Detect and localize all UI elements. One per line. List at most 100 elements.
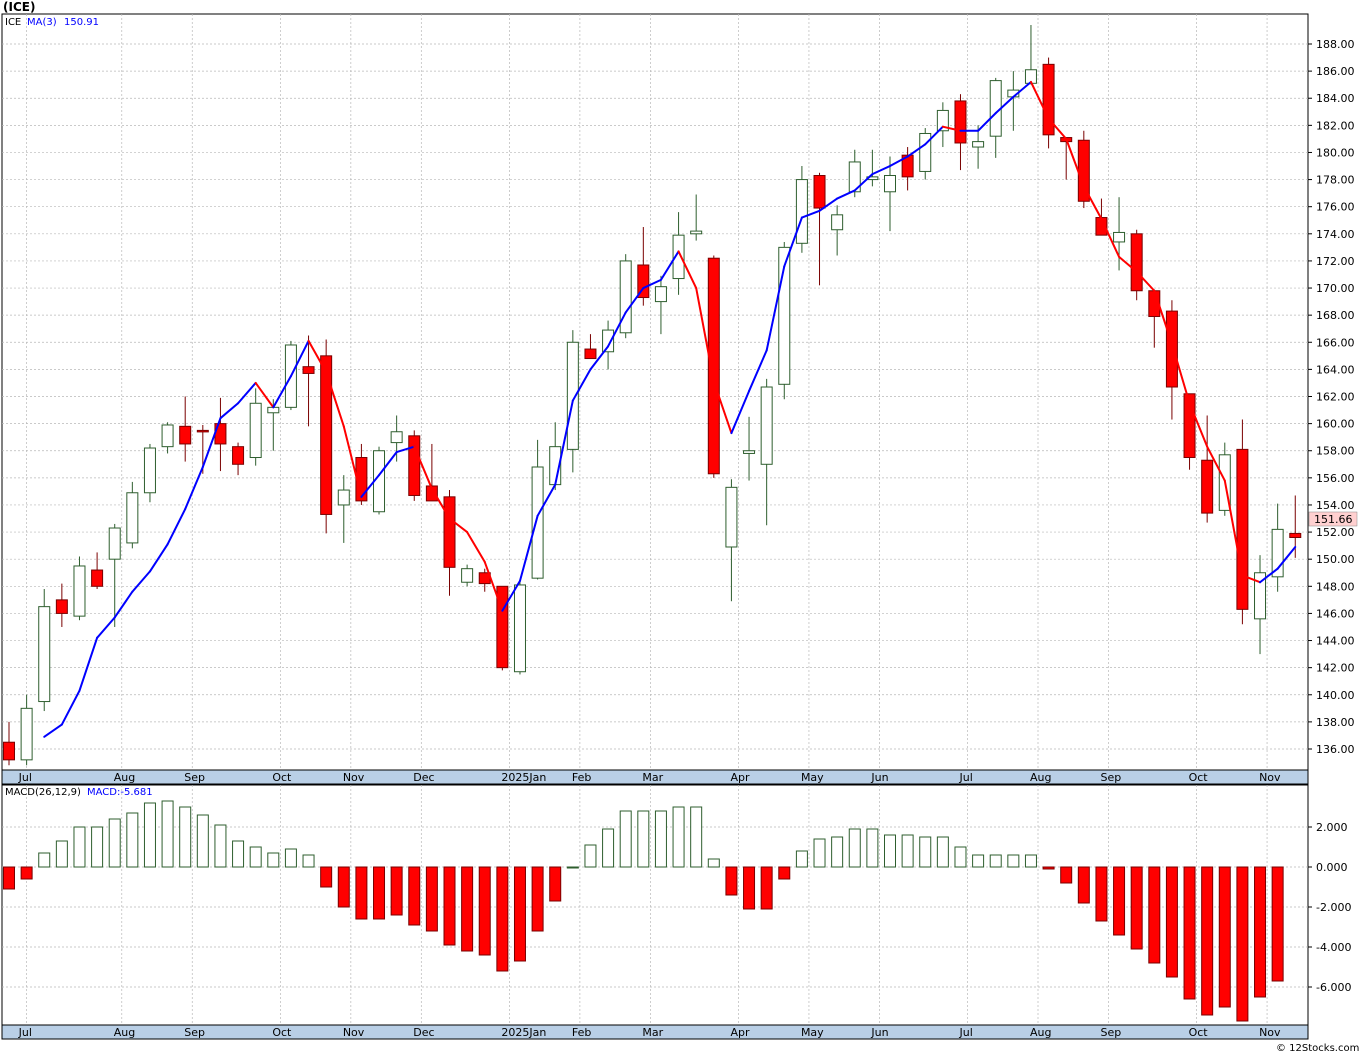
- ma-segment: [571, 368, 592, 402]
- ma-segment: [906, 143, 927, 158]
- ma-segment: [712, 380, 733, 435]
- ma-segment: [201, 417, 222, 468]
- candle-body: [126, 492, 139, 544]
- macd-bar: [408, 866, 421, 926]
- price-tick-label: 172.00: [1316, 255, 1355, 268]
- candle-body: [795, 179, 808, 244]
- price-tick-label: 182.00: [1316, 119, 1355, 132]
- macd-bar: [1148, 866, 1161, 964]
- candle-body: [919, 132, 932, 172]
- ma-segment: [1118, 255, 1138, 273]
- macd-bar: [337, 866, 350, 908]
- price-tick-label: 180.00: [1316, 146, 1355, 159]
- price-tick-label: 138.00: [1316, 716, 1355, 729]
- candle-body: [1289, 532, 1302, 538]
- candle-body: [619, 260, 632, 334]
- ma-segment: [219, 402, 240, 420]
- macd-bar: [55, 840, 68, 868]
- macd-tick-label: -4.000: [1316, 941, 1351, 954]
- macd-bar: [143, 802, 156, 868]
- ma-segment: [1135, 270, 1156, 292]
- ma-segment: [413, 445, 433, 490]
- ma-segment: [853, 173, 874, 192]
- macd-bar: [161, 800, 174, 868]
- price-panel: [1, 13, 1309, 771]
- ma-segment: [466, 531, 486, 563]
- candle-body: [1201, 459, 1214, 514]
- month-label: Apr: [730, 771, 750, 784]
- price-tick-label: 186.00: [1316, 65, 1355, 78]
- chart-title: (ICE): [3, 0, 35, 14]
- ma-segment: [1082, 185, 1103, 220]
- macd-bar: [813, 838, 826, 868]
- macd-bar: [232, 840, 245, 868]
- ma-segment: [695, 287, 715, 383]
- month-label: 2025Jan: [501, 771, 546, 784]
- candle-body: [38, 606, 51, 703]
- candle-body: [20, 707, 33, 761]
- ma-segment: [818, 197, 839, 212]
- macd-tick-label: 0.000: [1316, 861, 1348, 874]
- month-label: Oct: [1189, 771, 1209, 784]
- ma-segment: [677, 250, 698, 290]
- price-tick-label: 158.00: [1316, 445, 1355, 458]
- candle-body: [602, 329, 615, 353]
- price-tick-label: 156.00: [1316, 472, 1355, 485]
- macd-bar: [513, 866, 526, 962]
- macd-bar: [478, 866, 491, 956]
- ma-segment: [536, 483, 557, 517]
- macd-bar: [179, 806, 192, 868]
- price-legend-ma-value: 150.91: [64, 17, 99, 28]
- date-axis-top: Jul Aug Sep Oct Nov Dec 2025Jan Feb Mar Apr May Jun…: [18, 771, 1281, 784]
- ma-segment: [43, 723, 63, 738]
- month-label: Nov: [343, 771, 365, 784]
- macd-bar: [1130, 866, 1143, 950]
- macd-bar: [1165, 866, 1178, 978]
- macd-bar: [936, 836, 949, 868]
- ma-segment: [607, 311, 627, 348]
- price-tick-label: 136.00: [1316, 743, 1355, 756]
- ma-segment: [307, 339, 328, 374]
- macd-bar: [1024, 854, 1037, 868]
- candle-body: [813, 175, 826, 209]
- candle-body: [936, 109, 949, 132]
- ma-segment: [589, 345, 610, 371]
- price-tick-label: 146.00: [1316, 607, 1355, 620]
- candle-body: [672, 234, 685, 280]
- candle-body: [1271, 528, 1284, 578]
- price-tick-label: 174.00: [1316, 228, 1355, 241]
- macd-bar: [3, 866, 15, 890]
- candle-body: [831, 214, 844, 231]
- month-label: Nov: [1259, 771, 1281, 784]
- price-tick-label: 168.00: [1316, 309, 1355, 322]
- ma-segment: [131, 570, 151, 593]
- macd-bar: [1042, 866, 1055, 870]
- candle-body: [425, 485, 438, 502]
- month-label: Oct: [272, 1026, 292, 1039]
- macd-bar: [866, 828, 879, 868]
- candle-body: [196, 429, 209, 433]
- month-label: Oct: [1189, 1026, 1209, 1039]
- macd-bar: [884, 834, 896, 868]
- last-price-label: 151.66: [1314, 513, 1353, 526]
- candle-body: [1183, 393, 1196, 459]
- ma-segment: [1276, 545, 1297, 570]
- macd-bar: [1077, 866, 1090, 904]
- macd-bar: [531, 866, 544, 932]
- candle-body: [496, 585, 509, 669]
- price-tick-label: 154.00: [1316, 499, 1355, 512]
- ma-segment: [1012, 80, 1032, 98]
- macd-bar: [566, 866, 579, 869]
- price-y-axis: 136.00 138.00 140.00 142.00 144.00 146.00 148.…: [1308, 38, 1355, 756]
- month-label: Sep: [1100, 771, 1121, 784]
- candle-body: [1113, 231, 1126, 243]
- candlesticks: [3, 25, 1302, 766]
- price-tick-label: 166.00: [1316, 336, 1355, 349]
- candle-body: [637, 264, 650, 299]
- ma-segment: [1223, 479, 1244, 577]
- macd-bar: [654, 810, 667, 868]
- ma-segment: [1188, 402, 1209, 448]
- ma-segment: [624, 287, 645, 314]
- price-tick-label: 160.00: [1316, 418, 1355, 431]
- month-label: Aug: [114, 771, 135, 784]
